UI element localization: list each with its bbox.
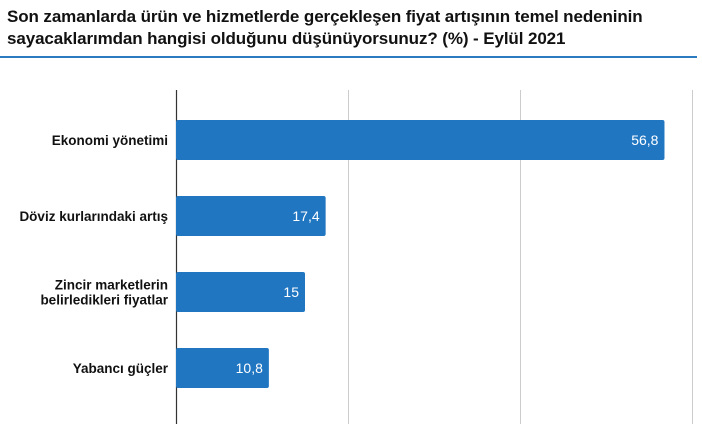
- category-label-2-line-1: Döviz kurlarındaki artış: [19, 209, 168, 224]
- bar-2: [176, 196, 326, 236]
- bar-3: [176, 272, 305, 312]
- category-label-1-line-1: Ekonomi yönetimi: [52, 133, 168, 148]
- bar-1: [176, 120, 665, 160]
- bar-value-label-1: 56,8: [631, 132, 658, 148]
- bar-value-label-2: 17,4: [292, 208, 319, 224]
- bar-4: [176, 348, 269, 388]
- category-label-2: Döviz kurlarındaki artış: [19, 209, 168, 224]
- category-label-3-line-1: Zincir marketlerin: [55, 278, 168, 293]
- bar-chart: 56,8 Ekonomi yönetimi 17,4 Döviz kurlarında…: [0, 58, 702, 440]
- title-divider: [0, 56, 697, 58]
- chart-title: Son zamanlarda ürün ve hizmetlerde gerçe…: [7, 6, 697, 50]
- chart-title-line-2: sayacaklarımdan hangisi olduğunu düşünüy…: [7, 29, 566, 48]
- chart-title-line-1: Son zamanlarda ürün ve hizmetlerde gerçe…: [7, 7, 643, 26]
- category-label-3: Zincir marketlerin belirledikleri fiyatla…: [40, 278, 168, 308]
- category-label-4: Yabancı güçler: [73, 361, 169, 376]
- category-label-1: Ekonomi yönetimi: [52, 133, 168, 148]
- category-label-4-line-1: Yabancı güçler: [73, 361, 169, 376]
- bar-chart-svg: 56,8 Ekonomi yönetimi 17,4 Döviz kurlarında…: [19, 90, 693, 424]
- category-label-3-line-2: belirledikleri fiyatlar: [40, 293, 168, 308]
- bar-value-label-4: 10,8: [236, 360, 263, 376]
- bar-value-label-3: 15: [283, 284, 299, 300]
